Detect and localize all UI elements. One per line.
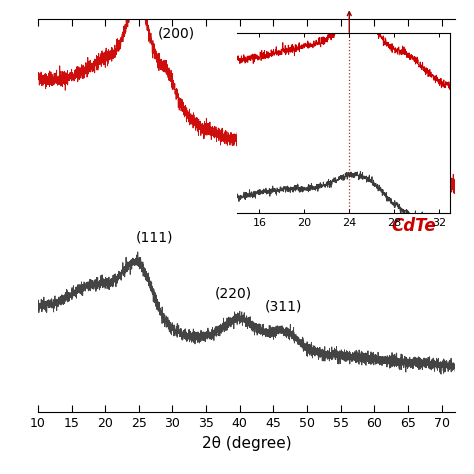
Text: (200): (200): [157, 26, 194, 40]
Text: (111): (111): [136, 231, 173, 245]
Text: (220): (220): [214, 286, 252, 301]
Text: (311): (311): [265, 300, 302, 314]
Text: CdTe: CdTe: [391, 218, 436, 236]
X-axis label: 2θ (degree): 2θ (degree): [201, 436, 292, 451]
